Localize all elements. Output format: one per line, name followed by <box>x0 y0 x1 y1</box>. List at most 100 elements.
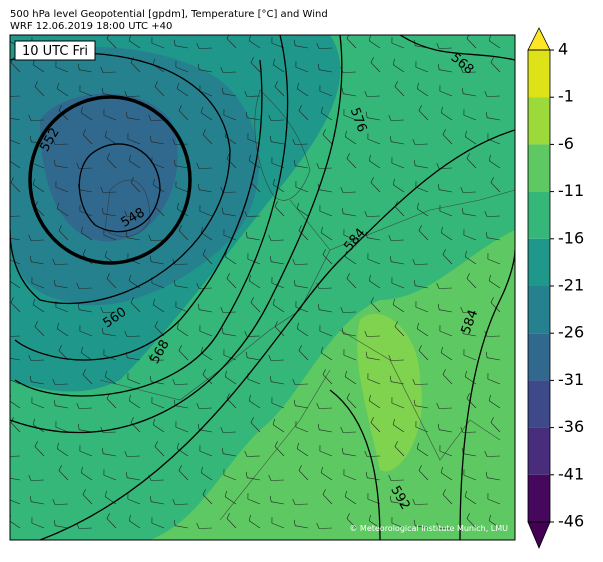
wind-barb <box>272 58 285 73</box>
colorbar-tick-label: -21 <box>558 276 584 295</box>
wind-barb <box>10 215 21 217</box>
colorbar-band <box>528 238 550 286</box>
colorbar-tick-label: -46 <box>558 512 584 531</box>
wind-barb <box>103 109 117 121</box>
wind-barb <box>343 229 357 241</box>
wind-barb <box>464 130 477 145</box>
wind-barb <box>106 35 117 49</box>
wind-barb <box>32 178 45 193</box>
wind-barb <box>416 202 429 217</box>
wind-barb <box>32 418 45 433</box>
wind-barb <box>488 154 501 169</box>
wind-barb <box>28 474 45 481</box>
wind-barb <box>440 106 453 121</box>
wind-barb <box>196 42 213 49</box>
wind-barb <box>173 519 189 529</box>
wind-barb <box>149 375 165 385</box>
wind-barb <box>412 498 429 505</box>
wind-barb <box>391 517 405 529</box>
wind-barb <box>322 249 333 265</box>
wind-barb <box>272 298 285 313</box>
wind-barb <box>293 399 309 409</box>
wind-barb <box>82 489 93 505</box>
wind-barb <box>149 135 165 145</box>
wind-barb <box>268 354 285 361</box>
wind-barb <box>82 369 93 385</box>
wind-barb <box>148 354 165 361</box>
wind-barb <box>487 373 501 385</box>
colorbar-tick-label: -41 <box>558 464 584 483</box>
wind-barb <box>487 253 501 265</box>
wind-barb <box>103 469 117 481</box>
wind-barb <box>367 493 381 505</box>
wind-barb <box>124 330 141 337</box>
wind-barb <box>10 357 21 361</box>
wind-barb <box>220 306 237 313</box>
wind-barb <box>176 442 189 457</box>
wind-barb <box>346 35 357 49</box>
wind-barb <box>58 465 69 481</box>
wind-barb <box>269 255 285 265</box>
colorbar-band <box>528 333 550 381</box>
wind-barb <box>127 373 141 385</box>
wind-barb <box>56 322 69 337</box>
wind-barb <box>368 394 381 409</box>
wind-barb <box>463 109 477 121</box>
wind-barb <box>485 351 501 361</box>
time-box <box>14 40 96 61</box>
wind-barb <box>316 522 333 529</box>
wind-barb <box>77 423 93 433</box>
wind-barb <box>178 105 189 121</box>
wind-barb <box>490 297 501 313</box>
colorbar-tick-label: -31 <box>558 370 584 389</box>
wind-barb <box>296 82 309 97</box>
wind-barb <box>53 519 69 529</box>
wind-barb <box>394 441 405 457</box>
wind-barb <box>485 111 501 121</box>
wind-barb <box>340 186 357 193</box>
wind-barb <box>346 153 357 169</box>
wind-barb <box>101 327 117 337</box>
wind-barb <box>29 255 45 265</box>
wind-barb <box>343 109 357 121</box>
wind-barb <box>368 35 381 49</box>
wind-barb <box>244 330 261 337</box>
wind-barb <box>296 322 309 337</box>
wind-barb <box>271 37 285 49</box>
wind-barb <box>364 330 381 337</box>
wind-barb <box>269 495 285 505</box>
wind-barb <box>56 202 69 217</box>
wind-barb <box>173 39 189 49</box>
wind-barb <box>389 255 405 265</box>
wind-barb <box>200 106 213 121</box>
wind-barb <box>250 297 261 313</box>
wind-barb <box>245 351 261 361</box>
wind-barb <box>248 514 261 529</box>
wind-barb <box>484 330 501 337</box>
wind-barb <box>197 63 213 73</box>
wind-barb <box>31 397 45 409</box>
wind-barb <box>365 111 381 121</box>
wind-barb <box>58 345 69 361</box>
wind-barb <box>442 249 453 265</box>
wind-barb <box>293 39 309 49</box>
wind-barb <box>53 279 69 289</box>
wind-barb <box>124 450 141 457</box>
wind-barb <box>220 66 237 73</box>
wind-barb <box>416 322 429 337</box>
wind-barb <box>368 274 381 289</box>
wind-barb <box>389 495 405 505</box>
wind-barb <box>224 370 237 385</box>
wind-barb <box>388 114 405 121</box>
wind-barb <box>104 130 117 145</box>
wind-barb <box>388 234 405 241</box>
wind-barb <box>226 513 237 529</box>
wind-barb <box>28 354 45 361</box>
wind-barb <box>436 522 453 529</box>
time-label: 10 UTC Fri <box>22 44 88 59</box>
wind-barb <box>245 471 261 481</box>
wind-barb <box>10 139 21 145</box>
wind-barb <box>461 207 477 217</box>
wind-barb <box>271 157 285 169</box>
